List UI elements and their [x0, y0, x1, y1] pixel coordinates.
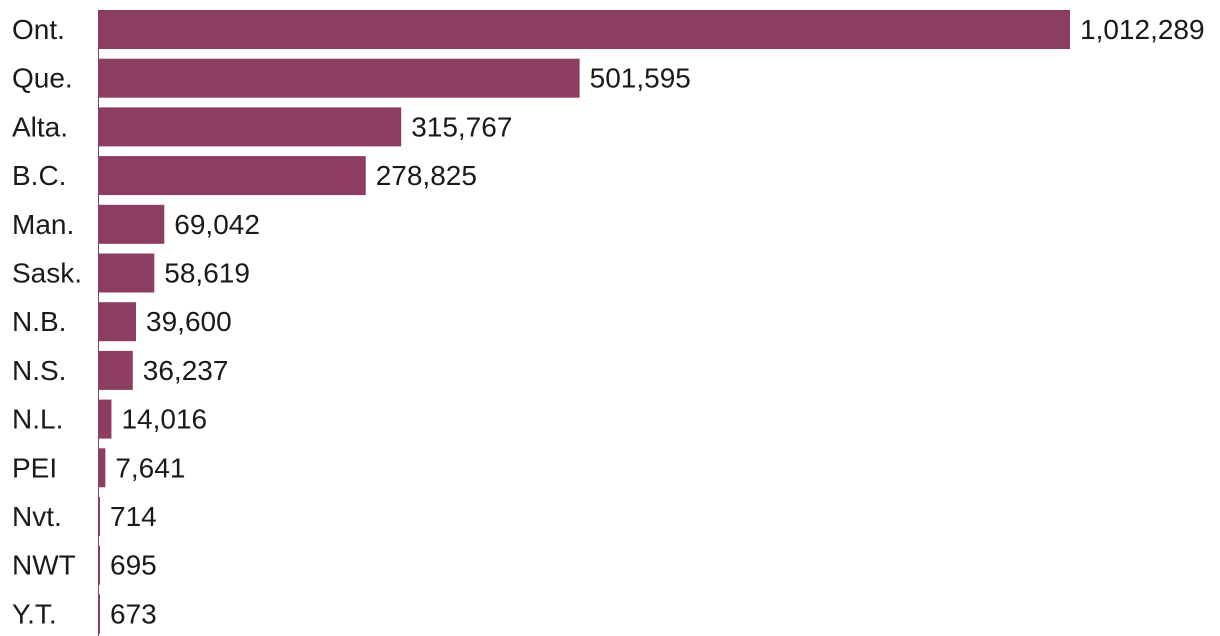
value-label: 1,012,289 [1080, 14, 1205, 45]
category-label: B.C. [12, 160, 66, 191]
bar [98, 107, 402, 147]
value-label: 58,619 [164, 258, 250, 289]
value-label: 673 [110, 598, 157, 629]
value-label: 14,016 [121, 404, 207, 435]
bar [98, 302, 137, 342]
category-label: Y.T. [12, 598, 57, 629]
bar [98, 350, 133, 390]
bar [98, 204, 165, 244]
value-label: 7,641 [115, 452, 185, 483]
bar [98, 448, 106, 488]
category-label: N.B. [12, 306, 66, 337]
category-label: N.L. [12, 404, 63, 435]
category-label: Alta. [12, 111, 68, 142]
value-label: 695 [110, 550, 157, 581]
category-label: Ont. [12, 14, 65, 45]
category-label: NWT [12, 550, 76, 581]
bar [98, 594, 100, 634]
bar [98, 497, 100, 536]
bar [98, 545, 100, 585]
category-label: Que. [12, 63, 73, 94]
bar [98, 253, 155, 293]
bar [98, 58, 580, 98]
category-label: Sask. [12, 258, 82, 289]
value-label: 714 [110, 501, 157, 532]
bar [98, 399, 112, 439]
category-label: Nvt. [12, 501, 62, 532]
bar [98, 10, 1070, 49]
value-label: 69,042 [174, 209, 260, 240]
category-label: PEI [12, 452, 57, 483]
bar [98, 156, 366, 196]
value-label: 278,825 [376, 160, 477, 191]
value-label: 36,237 [143, 355, 229, 386]
value-label: 39,600 [146, 306, 232, 337]
category-label: Man. [12, 209, 74, 240]
category-label: N.S. [12, 355, 66, 386]
value-label: 501,595 [590, 63, 691, 94]
value-label: 315,767 [411, 111, 512, 142]
